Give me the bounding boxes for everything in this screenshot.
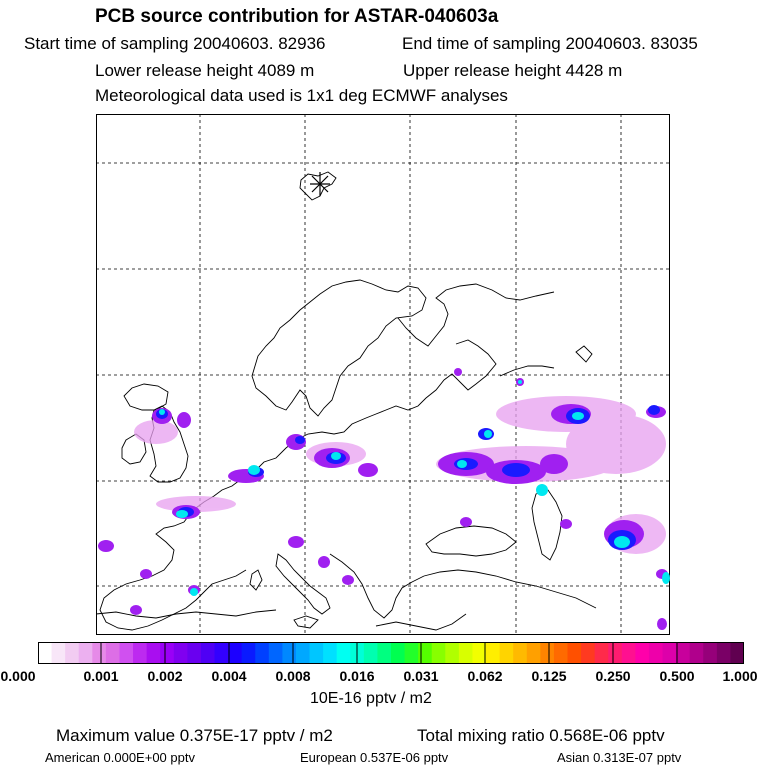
colorbar-tick-label: 0.000 xyxy=(0,668,36,684)
start-time-label: Start time of sampling 20040603. 82936 xyxy=(24,34,326,53)
european-contribution-label: European 0.537E-06 pptv xyxy=(300,750,449,765)
colorbar-cell xyxy=(716,642,731,664)
colorbar-tick-label: 0.016 xyxy=(339,668,375,684)
colorbar-cell xyxy=(676,642,691,664)
colorbar-cell xyxy=(377,642,392,664)
colorbar-cell xyxy=(65,642,80,664)
colorbar-cell xyxy=(255,642,270,664)
coast-island-north xyxy=(575,345,593,363)
coast-black-sea xyxy=(425,525,517,557)
colorbar-cell xyxy=(105,642,120,664)
colorbar-cell xyxy=(418,642,433,664)
coast-balkans xyxy=(329,553,425,619)
colorbar-cell xyxy=(486,642,501,664)
colorbar-cell xyxy=(268,642,283,664)
colorbar-cell xyxy=(228,642,243,664)
colorbar-tick-label: 0.004 xyxy=(211,668,247,684)
lower-height-label: Lower release height 4089 m xyxy=(95,61,315,80)
colorbar-cell xyxy=(323,642,338,664)
colorbar-cell xyxy=(214,642,229,664)
total-mixing-ratio-label: Total mixing ratio 0.568E-06 pptv xyxy=(417,726,665,745)
asian-contribution-label: Asian 0.313E-07 pptv xyxy=(557,750,682,765)
colorbar-cell xyxy=(119,642,134,664)
colorbar-tick-label: 0.250 xyxy=(595,668,631,684)
colorbar-cell xyxy=(404,642,419,664)
met-data-label: Meteorological data used is 1x1 deg ECMW… xyxy=(95,86,508,105)
coast-corsica-sardinia xyxy=(249,569,263,591)
end-time-label: End time of sampling 20040603. 83035 xyxy=(402,34,698,53)
coast-italy xyxy=(275,553,331,615)
colorbar-cell xyxy=(608,642,623,664)
colorbar-cell xyxy=(92,642,107,664)
colorbar-cell xyxy=(581,642,596,664)
coast-sicily xyxy=(293,615,319,629)
coast-scandinavia xyxy=(251,279,427,417)
colorbar-cell xyxy=(38,642,53,664)
american-contribution-label: American 0.000E+00 pptv xyxy=(45,750,195,765)
colorbar-tick-label: 0.125 xyxy=(531,668,567,684)
colorbar-tick-label: 0.500 xyxy=(659,668,695,684)
map-frame xyxy=(96,114,670,635)
colorbar-unit-label: 10E-16 pptv / m2 xyxy=(310,690,432,707)
colorbar-cell xyxy=(553,642,568,664)
colorbar-cell xyxy=(526,642,541,664)
colorbar-cell xyxy=(472,642,487,664)
colorbar-cell xyxy=(336,642,351,664)
colorbar-cell xyxy=(621,642,636,664)
colorbar-cell xyxy=(363,642,378,664)
coastlines xyxy=(96,171,597,631)
colorbar-cell xyxy=(540,642,555,664)
colorbar-tick-label: 0.031 xyxy=(403,668,439,684)
max-value-label: Maximum value 0.375E-17 pptv / m2 xyxy=(56,726,333,745)
colorbar-tick-label: 1.000 xyxy=(722,668,758,684)
colorbar-tick-label: 0.001 xyxy=(83,668,119,684)
colorbar-cell xyxy=(730,642,744,664)
coast-north-africa xyxy=(96,609,277,619)
colorbar-cell xyxy=(594,642,609,664)
colorbar-cell xyxy=(146,642,161,664)
coast-finland-russia xyxy=(397,283,555,347)
colorbar-cell xyxy=(200,642,215,664)
colorbar-cell xyxy=(282,642,297,664)
colorbar xyxy=(38,642,744,664)
colorbar-cell xyxy=(499,642,514,664)
coast-white-sea xyxy=(499,365,555,377)
colorbar-cell xyxy=(391,642,406,664)
colorbar-tick-label: 0.062 xyxy=(467,668,503,684)
colorbar-tick-label: 0.002 xyxy=(147,668,183,684)
colorbar-cell xyxy=(635,642,650,664)
upper-height-label: Upper release height 4428 m xyxy=(403,61,623,80)
coast-caspian xyxy=(531,489,563,561)
coast-iceland xyxy=(123,383,169,411)
colorbar-cell xyxy=(458,642,473,664)
colorbar-cell xyxy=(648,642,664,664)
colorbar-cell xyxy=(295,642,311,664)
coast-svalbard xyxy=(299,171,337,201)
colorbar-cell xyxy=(445,642,460,664)
coast-turkey xyxy=(423,569,597,609)
colorbar-cell xyxy=(173,642,188,664)
asterisk-release-point-icon xyxy=(310,172,330,196)
map-gridlines xyxy=(96,114,670,635)
colorbar-cell xyxy=(431,642,446,664)
colorbar-cell xyxy=(51,642,66,664)
colorbar-cell xyxy=(689,642,704,664)
colorbar-cell xyxy=(513,642,528,664)
colorbar-cell xyxy=(78,642,93,664)
colorbar-cell xyxy=(133,642,148,664)
colorbar-tick-label: 0.008 xyxy=(275,668,311,684)
colorbar-cell xyxy=(662,642,677,664)
europe-source-map xyxy=(96,114,670,635)
coast-east-med xyxy=(375,613,467,631)
colorbar-cell xyxy=(567,642,582,664)
colorbar-cell xyxy=(309,642,324,664)
plot-title: PCB source contribution for ASTAR-040603… xyxy=(95,6,499,27)
colorbar-cell xyxy=(160,642,175,664)
source-contribution-field xyxy=(98,368,670,630)
colorbar-cell xyxy=(241,642,256,664)
colorbar-cell xyxy=(187,642,202,664)
colorbar-cell xyxy=(703,642,718,664)
